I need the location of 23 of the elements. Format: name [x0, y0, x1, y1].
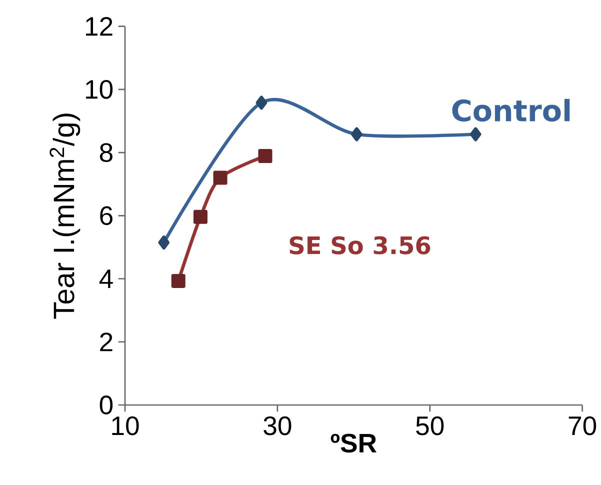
- point: [171, 274, 186, 288]
- x-tick-label: 50: [416, 416, 444, 436]
- x-tick-label: 10: [112, 416, 139, 436]
- x-tick-label: 70: [568, 416, 596, 436]
- point: [158, 235, 170, 250]
- point: [256, 96, 268, 110]
- y-tick-label: 0: [100, 396, 113, 414]
- text: SE So 3.56: [290, 236, 430, 254]
- point: [193, 210, 208, 224]
- y-tick-label: 10: [86, 80, 113, 99]
- y-tick-label: 8: [100, 143, 112, 162]
- point: [258, 149, 272, 164]
- x-tick-label: 30: [264, 416, 292, 436]
- x-axis-title: ºSR: [330, 434, 377, 453]
- series-label: Control: [452, 98, 570, 122]
- point: [470, 127, 482, 142]
- y-tick-label: 4: [99, 270, 113, 288]
- point: [213, 170, 228, 185]
- y-tick-label: 12: [86, 17, 112, 36]
- y-tick-label: 6: [100, 206, 112, 226]
- y-tick-label: 2: [100, 332, 112, 352]
- point: [351, 127, 362, 142]
- y-axis-title: Tear I.(mNm$^{2}$/g): [50, 114, 80, 319]
